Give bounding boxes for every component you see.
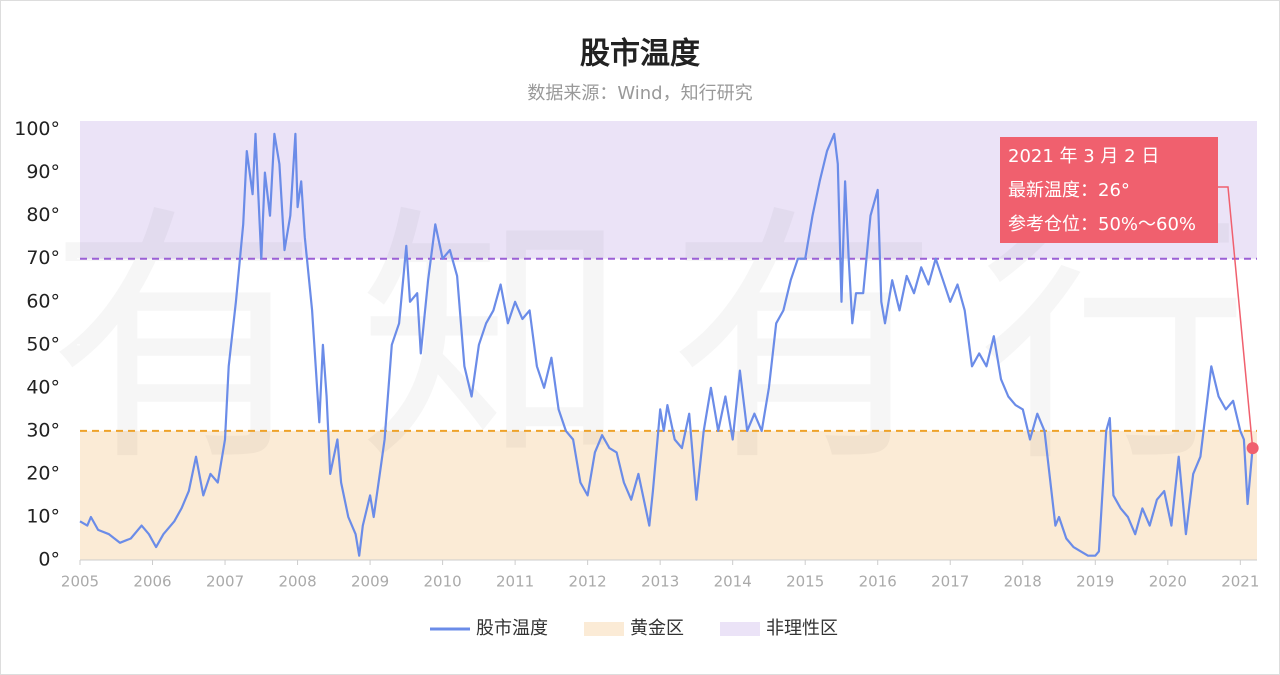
x-tick-label: 2013 — [641, 573, 679, 591]
x-tick-label: 2010 — [424, 573, 462, 591]
legend-swatch — [584, 622, 624, 636]
x-tick-label: 2020 — [1149, 573, 1187, 591]
y-tick-label: 0° — [38, 549, 60, 571]
y-tick-label: 60° — [26, 290, 60, 312]
annotation-text: 2021 年 3 月 2 日 — [1008, 146, 1159, 167]
x-tick-label: 2016 — [859, 573, 897, 591]
y-tick-label: 20° — [26, 462, 60, 484]
y-tick-label: 100° — [14, 118, 60, 140]
x-tick-label: 2007 — [206, 573, 244, 591]
legend-label: 非理性区 — [766, 618, 838, 639]
y-tick-label: 90° — [26, 161, 60, 183]
x-tick-label: 2006 — [133, 573, 171, 591]
chart-title: 股市温度 — [580, 37, 700, 72]
x-tick-label: 2015 — [786, 573, 824, 591]
legend-swatch — [720, 622, 760, 636]
y-tick-label: 80° — [26, 204, 60, 226]
y-tick-label: 10° — [26, 505, 60, 527]
annotation-leader — [1216, 186, 1254, 449]
series-line — [79, 132, 1254, 557]
x-tick-label: 2012 — [569, 573, 607, 591]
x-tick-label: 2021 — [1221, 573, 1259, 591]
y-tick-label: 70° — [26, 247, 60, 269]
legend-label: 黄金区 — [630, 618, 684, 639]
x-tick-label: 2019 — [1076, 573, 1114, 591]
y-tick-label: 40° — [26, 376, 60, 398]
x-tick-label: 2017 — [931, 573, 969, 591]
annotation-text: 最新温度：26° — [1008, 180, 1130, 201]
x-tick-label: 2011 — [496, 573, 534, 591]
x-tick-label: 2018 — [1004, 573, 1042, 591]
x-tick-label: 2008 — [278, 573, 316, 591]
annotation-box — [1000, 137, 1218, 243]
y-tick-label: 30° — [26, 419, 60, 441]
latest-point — [1246, 442, 1259, 455]
x-tick-label: 2014 — [714, 573, 752, 591]
x-tick-label: 2005 — [61, 573, 99, 591]
x-tick-label: 2009 — [351, 573, 389, 591]
annotation-text: 参考仓位：50%～60% — [1008, 214, 1196, 235]
zone-band — [80, 430, 1257, 560]
legend-label: 股市温度 — [476, 618, 548, 639]
y-tick-label: 50° — [26, 333, 60, 355]
chart-subtitle: 数据来源：Wind，知行研究 — [527, 83, 752, 104]
